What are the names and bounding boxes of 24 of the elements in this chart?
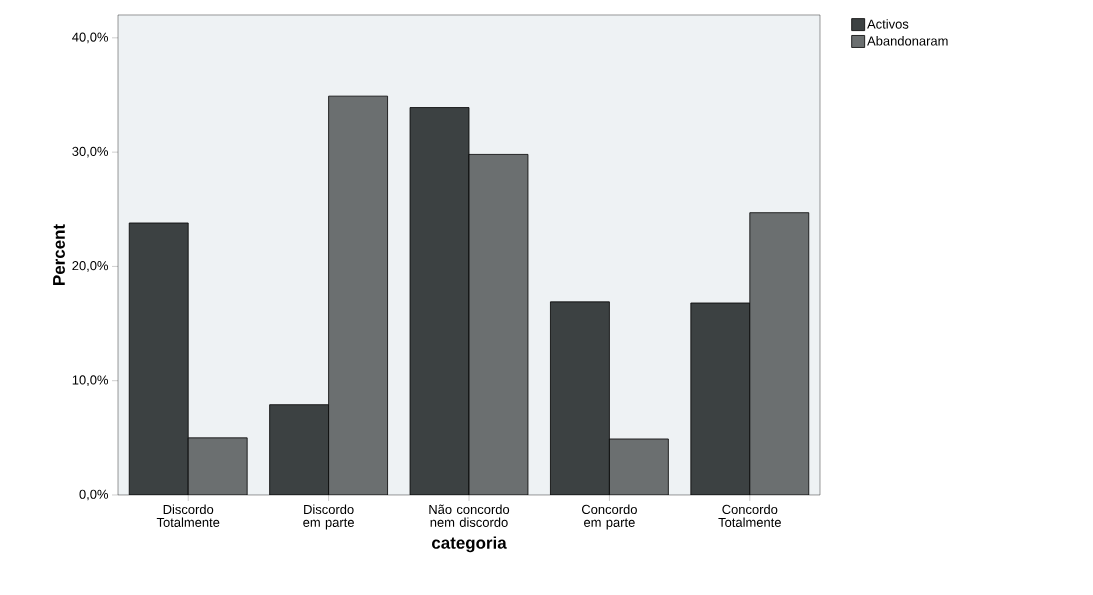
bar: [749, 212, 810, 495]
x-axis-title: categoria: [432, 536, 507, 553]
bar: [609, 438, 669, 495]
bar: [469, 154, 528, 495]
y-tick-label: 40,0%: [72, 32, 109, 44]
bar: [328, 96, 388, 495]
legend-label: Abandonaram: [867, 36, 948, 46]
bar: [410, 107, 470, 495]
bar: [129, 222, 189, 495]
x-tick-label: Não concordo nem discordo: [429, 504, 510, 527]
y-axis-title: Percent: [53, 224, 65, 285]
x-tick-label: Concordo Totalmente: [718, 504, 781, 527]
bar: [188, 437, 248, 495]
y-tick-label: 20,0%: [72, 261, 109, 272]
y-tick-label: 10,0%: [72, 375, 109, 387]
bar: [269, 404, 329, 495]
x-tick-label: Discordo em parte: [303, 504, 354, 530]
x-tick-label: Concordo em parte: [581, 504, 637, 530]
legend-label: Activos: [867, 19, 909, 29]
bar: [550, 301, 610, 495]
x-tick-label: Discordo Totalmente: [156, 504, 220, 527]
y-tick-label: 30,0%: [72, 146, 109, 158]
y-tick-label: 0,0%: [79, 489, 109, 501]
bar: [690, 302, 751, 495]
